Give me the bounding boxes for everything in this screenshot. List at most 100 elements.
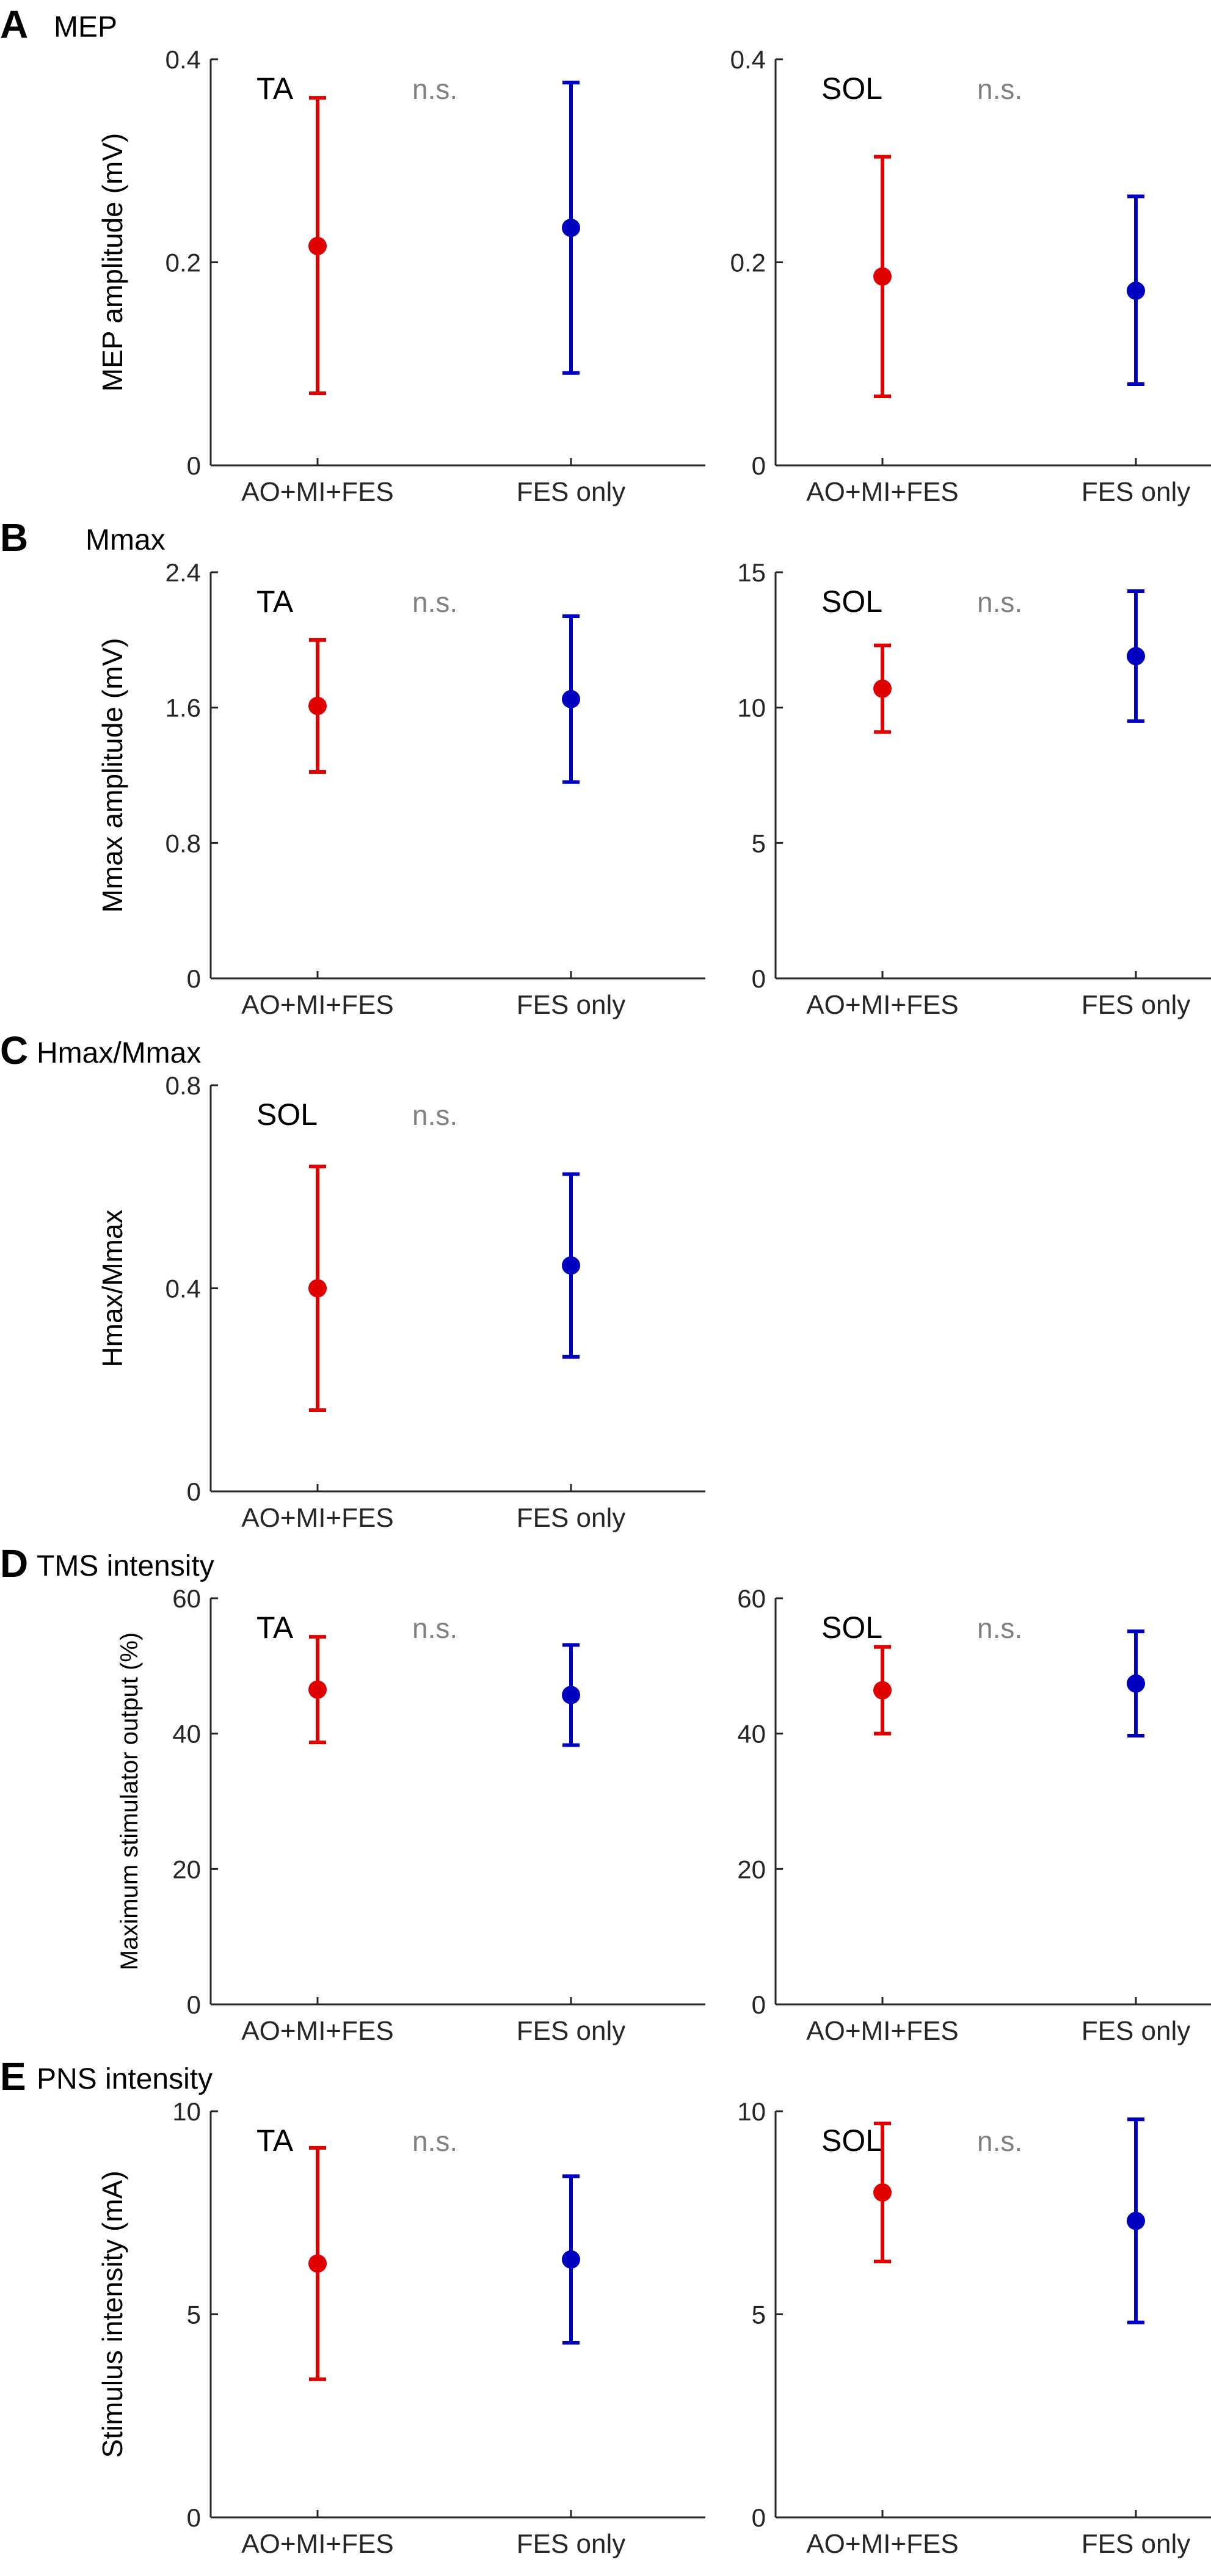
chart-c-left-point-1 — [308, 1279, 327, 1298]
chart-a-right-significance: n.s. — [977, 73, 1022, 105]
panel-letter-b: B — [0, 515, 28, 559]
panel-letter-c: C — [0, 1028, 28, 1072]
chart-b-right-muscle-title: SOL — [821, 584, 882, 619]
panel-label-b: B Mmax — [0, 515, 165, 559]
chart-d-left-point-2 — [562, 1686, 580, 1705]
chart-a-left-ytick-label: 0.4 — [165, 45, 201, 74]
chart-e-right-point-2 — [1127, 2211, 1145, 2230]
panel-letter-d: D — [0, 1541, 28, 1585]
chart-d-right-muscle-title: SOL — [821, 1610, 882, 1645]
chart-e-left: 0 5 10 AO+MI+FES FES only Stimulus intensity … — [96, 2097, 705, 2559]
chart-e-right-point-1 — [873, 2183, 892, 2202]
chart-e-left-xtick-label: FES only — [517, 2529, 626, 2559]
chart-d-left-point-1 — [308, 1680, 327, 1699]
chart-d-left-xtick-label: AO+MI+FES — [241, 2016, 393, 2046]
chart-d-left-xtick-label: FES only — [517, 2016, 626, 2046]
chart-c-left-xtick-label: AO+MI+FES — [241, 1503, 393, 1533]
chart-a-left-significance: n.s. — [412, 73, 457, 105]
chart-a-right-ytick-label: 0.4 — [730, 45, 766, 74]
chart-b-left-ylabel: Mmax amplitude (mV) — [96, 638, 128, 913]
chart-c-left-point-2 — [562, 1256, 580, 1275]
chart-d-left-muscle-title: TA — [256, 1610, 294, 1645]
charts-container: 0 0.2 0.4 AO+MI+FES FES only MEP amplitude (m… — [96, 45, 1211, 2559]
chart-b-right-ytick-label: 15 — [737, 558, 766, 587]
chart-e-left-point-2 — [562, 2250, 580, 2269]
chart-d-left-ytick-label: 40 — [172, 1720, 201, 1748]
chart-e-left-ytick-label: 0 — [187, 2503, 201, 2532]
chart-b-right-ytick-label: 10 — [737, 694, 766, 722]
chart-c-left-ytick-label: 0.4 — [165, 1275, 201, 1303]
chart-d-left: 0 20 40 60 AO+MI+FES FES only Maximum stimulat… — [116, 1584, 705, 2046]
chart-b-left: 0 0.8 1.6 2.4 AO+MI+FES FES only Mmax amplitud… — [96, 558, 705, 1020]
chart-a-left-ytick-label: 0.2 — [165, 249, 201, 277]
chart-d-left-ylabel: Maximum stimulator output (%) — [116, 1632, 143, 1970]
chart-d-right-ytick-label: 20 — [737, 1855, 766, 1883]
chart-d-left-ytick-label: 0 — [187, 1990, 201, 2019]
chart-e-right-muscle-title: SOL — [821, 2123, 882, 2158]
chart-a-left-ylabel: MEP amplitude (mV) — [96, 133, 128, 392]
chart-d-left-ytick-label: 20 — [172, 1855, 201, 1883]
chart-e-right-ytick-label: 10 — [737, 2097, 766, 2126]
chart-b-left-muscle-title: TA — [256, 584, 294, 619]
chart-c-left-muscle-title: SOL — [256, 1097, 318, 1132]
chart-e-right: 0 5 10 AO+MI+FES FES only SOL n.s. — [737, 2097, 1211, 2559]
chart-e-left-point-1 — [308, 2254, 327, 2273]
chart-b-left-significance: n.s. — [412, 586, 457, 618]
chart-e-left-ytick-label: 5 — [187, 2301, 201, 2329]
chart-b-right-point-2 — [1127, 647, 1145, 666]
chart-e-left-ylabel: Stimulus intensity (mA) — [96, 2170, 128, 2458]
chart-a-left-point-1 — [308, 236, 327, 255]
chart-a-left-xtick-label: AO+MI+FES — [241, 477, 393, 507]
chart-e-right-xtick-label: FES only — [1082, 2529, 1191, 2559]
panel-title-d: TMS intensity — [37, 1550, 214, 1582]
chart-d-right: 0 20 40 60 AO+MI+FES FES only SOL n.s. — [737, 1584, 1211, 2046]
chart-e-right-ytick-label: 5 — [752, 2301, 766, 2329]
chart-a-left-muscle-title: TA — [256, 71, 294, 106]
chart-b-left-xtick-label: FES only — [517, 990, 626, 1020]
chart-d-right-xtick-label: FES only — [1082, 2016, 1191, 2046]
chart-e-left-xtick-label: AO+MI+FES — [241, 2529, 393, 2559]
chart-a-right-ytick-label: 0.2 — [730, 249, 766, 277]
chart-a-left-point-2 — [562, 218, 580, 237]
chart-d-right-ytick-label: 40 — [737, 1720, 766, 1748]
panel-letter-a: A — [0, 2, 28, 46]
chart-b-left-ytick-label: 2.4 — [165, 558, 201, 587]
chart-b-right-point-1 — [873, 679, 892, 698]
chart-c-left-xtick-label: FES only — [517, 1503, 626, 1533]
chart-a-right-xtick-label: AO+MI+FES — [806, 477, 958, 507]
chart-d-right-point-1 — [873, 1681, 892, 1700]
chart-c-left-ytick-label: 0.8 — [165, 1071, 201, 1100]
chart-c-left-significance: n.s. — [412, 1099, 457, 1131]
chart-c-left-ylabel: Hmax/Mmax — [96, 1209, 128, 1367]
panel-title-e: PNS intensity — [37, 2063, 213, 2095]
chart-d-right-xtick-label: AO+MI+FES — [806, 2016, 958, 2046]
chart-a-right-xtick-label: FES only — [1082, 477, 1191, 507]
chart-d-left-significance: n.s. — [412, 1612, 457, 1644]
chart-b-right-xtick-label: AO+MI+FES — [806, 990, 958, 1020]
chart-b-right-xtick-label: FES only — [1082, 990, 1191, 1020]
chart-e-left-ytick-label: 10 — [172, 2097, 201, 2126]
chart-a-right: 0 0.2 0.4 AO+MI+FES FES only SOL n.s. — [730, 45, 1211, 507]
chart-b-left-ytick-label: 1.6 — [165, 694, 201, 722]
chart-b-left-ytick-label: 0 — [187, 964, 201, 993]
panel-title-a: MEP — [54, 11, 117, 43]
panel-label-e: E PNS intensity — [0, 2054, 213, 2098]
chart-b-left-xtick-label: AO+MI+FES — [241, 990, 393, 1020]
panel-title-c: Hmax/Mmax — [37, 1037, 201, 1069]
chart-a-left-xtick-label: FES only — [517, 477, 626, 507]
panel-label-a: A MEP — [0, 2, 117, 46]
chart-d-right-ytick-label: 0 — [752, 1990, 766, 2019]
chart-d-right-significance: n.s. — [977, 1612, 1022, 1644]
chart-e-left-muscle-title: TA — [256, 2123, 294, 2158]
chart-d-left-ytick-label: 60 — [172, 1584, 201, 1613]
chart-b-right-significance: n.s. — [977, 586, 1022, 618]
chart-e-right-ytick-label: 0 — [752, 2503, 766, 2532]
chart-d-right-ytick-label: 60 — [737, 1584, 766, 1613]
chart-d-right-point-2 — [1127, 1674, 1145, 1693]
panel-letter-e: E — [0, 2054, 26, 2098]
chart-b-left-point-1 — [308, 696, 327, 715]
panel-title-b: Mmax — [85, 524, 165, 556]
chart-e-left-significance: n.s. — [412, 2125, 457, 2157]
chart-b-right-ytick-label: 5 — [752, 829, 766, 857]
